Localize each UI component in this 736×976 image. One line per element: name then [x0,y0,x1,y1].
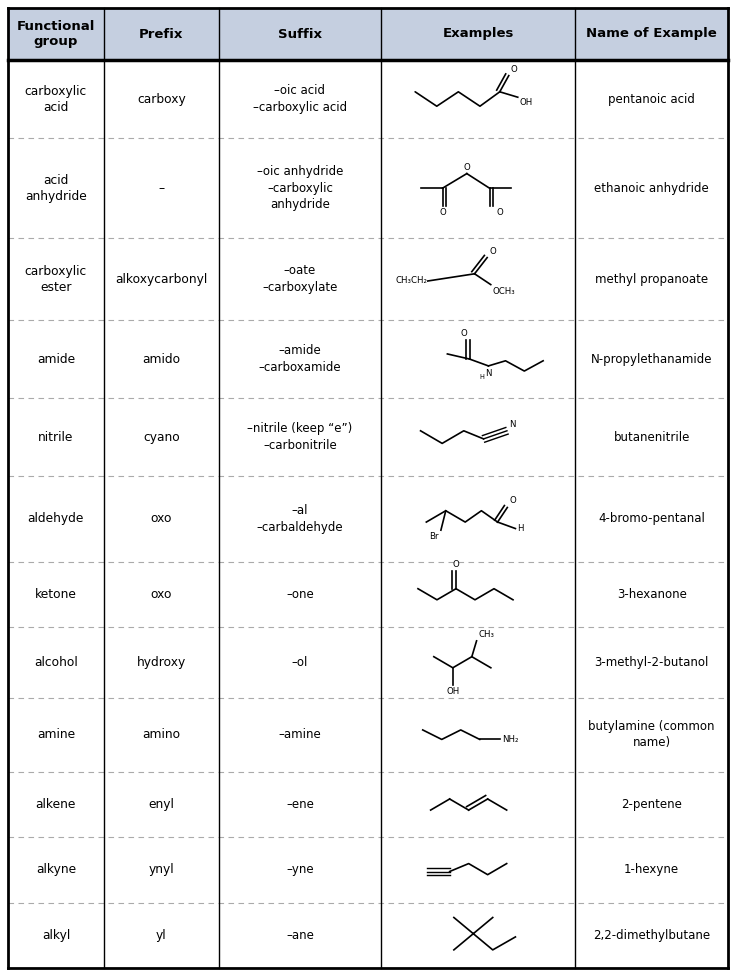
Text: OCH₃: OCH₃ [493,287,515,296]
Text: alkyne: alkyne [36,864,76,876]
Text: alkoxycarbonyl: alkoxycarbonyl [116,272,208,286]
Text: N: N [509,420,515,428]
Text: CH₃: CH₃ [478,630,495,639]
Text: hydroxy: hydroxy [137,656,186,669]
Bar [8,476,728,561]
Text: acid
anhydride: acid anhydride [25,174,87,203]
Text: 4-bromo-pentanal: 4-bromo-pentanal [598,512,705,525]
Text: Br: Br [429,532,439,541]
Text: oxo: oxo [151,588,172,601]
Text: OH: OH [446,687,459,696]
Text: –al
–carbaldehyde: –al –carbaldehyde [257,504,343,534]
Text: Examples: Examples [442,27,514,40]
Bar [8,772,728,837]
Text: –oic anhydride
–carboxylic
anhydride: –oic anhydride –carboxylic anhydride [257,165,343,211]
Text: butanenitrile: butanenitrile [614,430,690,444]
Text: nitrile: nitrile [38,430,74,444]
Text: N: N [485,369,492,378]
Text: 2,2-dimethylbutane: 2,2-dimethylbutane [593,929,710,942]
Text: aldehyde: aldehyde [28,512,84,525]
Text: –ol: –ol [291,656,308,669]
Text: N-propylethanamide: N-propylethanamide [591,352,712,366]
Text: 1-hexyne: 1-hexyne [624,864,679,876]
Text: cyano: cyano [143,430,180,444]
Text: enyl: enyl [149,798,174,811]
Text: O: O [489,247,496,256]
Text: methyl propanoate: methyl propanoate [595,272,708,286]
Bar [8,238,728,320]
Text: ethanoic anhydride: ethanoic anhydride [594,182,709,194]
Text: carboxy: carboxy [137,93,185,105]
Text: –oic acid
–carboxylic acid: –oic acid –carboxylic acid [253,84,347,114]
Text: alkene: alkene [35,798,76,811]
Text: NH₂: NH₂ [503,735,519,744]
Text: amine: amine [37,728,75,741]
Text: amino: amino [142,728,180,741]
Text: pentanoic acid: pentanoic acid [608,93,695,105]
Text: ynyl: ynyl [149,864,174,876]
Text: –nitrile (keep “e”)
–carbonitrile: –nitrile (keep “e”) –carbonitrile [247,423,353,452]
Text: ketone: ketone [35,588,77,601]
Text: Name of Example: Name of Example [587,27,717,40]
Text: 2-pentene: 2-pentene [621,798,682,811]
Text: –: – [158,182,164,194]
Bar [8,627,728,698]
Text: amido: amido [142,352,180,366]
Bar [8,837,728,903]
Text: Prefix: Prefix [139,27,183,40]
Text: –amine: –amine [279,728,322,741]
Bar [8,60,728,138]
Text: carboxylic
acid: carboxylic acid [25,85,87,113]
Text: –one: –one [286,588,314,601]
Text: oxo: oxo [151,512,172,525]
Text: 3-hexanone: 3-hexanone [617,588,687,601]
Text: O: O [509,497,516,506]
Text: carboxylic
ester: carboxylic ester [25,264,87,294]
Text: O: O [497,208,503,217]
Text: butylamine (common
name): butylamine (common name) [588,720,715,750]
Text: –ene: –ene [286,798,314,811]
Text: O: O [461,329,467,339]
Text: –oate
–carboxylate: –oate –carboxylate [262,264,338,294]
Text: O: O [453,560,459,569]
Text: 3-methyl-2-butanol: 3-methyl-2-butanol [595,656,709,669]
Text: alcohol: alcohol [34,656,78,669]
Text: –ane: –ane [286,929,314,942]
Bar [8,138,728,238]
Text: H: H [517,524,524,533]
Text: amide: amide [37,352,75,366]
Text: CH₃CH₂: CH₃CH₂ [396,276,428,286]
Text: O: O [439,208,446,217]
Bar [8,698,728,772]
Text: OH: OH [520,99,533,107]
Text: H: H [480,374,484,380]
Bar [8,320,728,398]
Text: O: O [464,163,470,172]
Text: alkyl: alkyl [42,929,70,942]
Text: –yne: –yne [286,864,314,876]
Bar [8,903,728,968]
Text: yl: yl [156,929,166,942]
Text: Functional
group: Functional group [17,20,95,49]
Bar [8,398,728,476]
Text: –amide
–carboxamide: –amide –carboxamide [258,345,342,374]
Text: O: O [511,64,517,73]
Text: Suffix: Suffix [278,27,322,40]
Bar [8,561,728,627]
Bar [8,8,728,60]
